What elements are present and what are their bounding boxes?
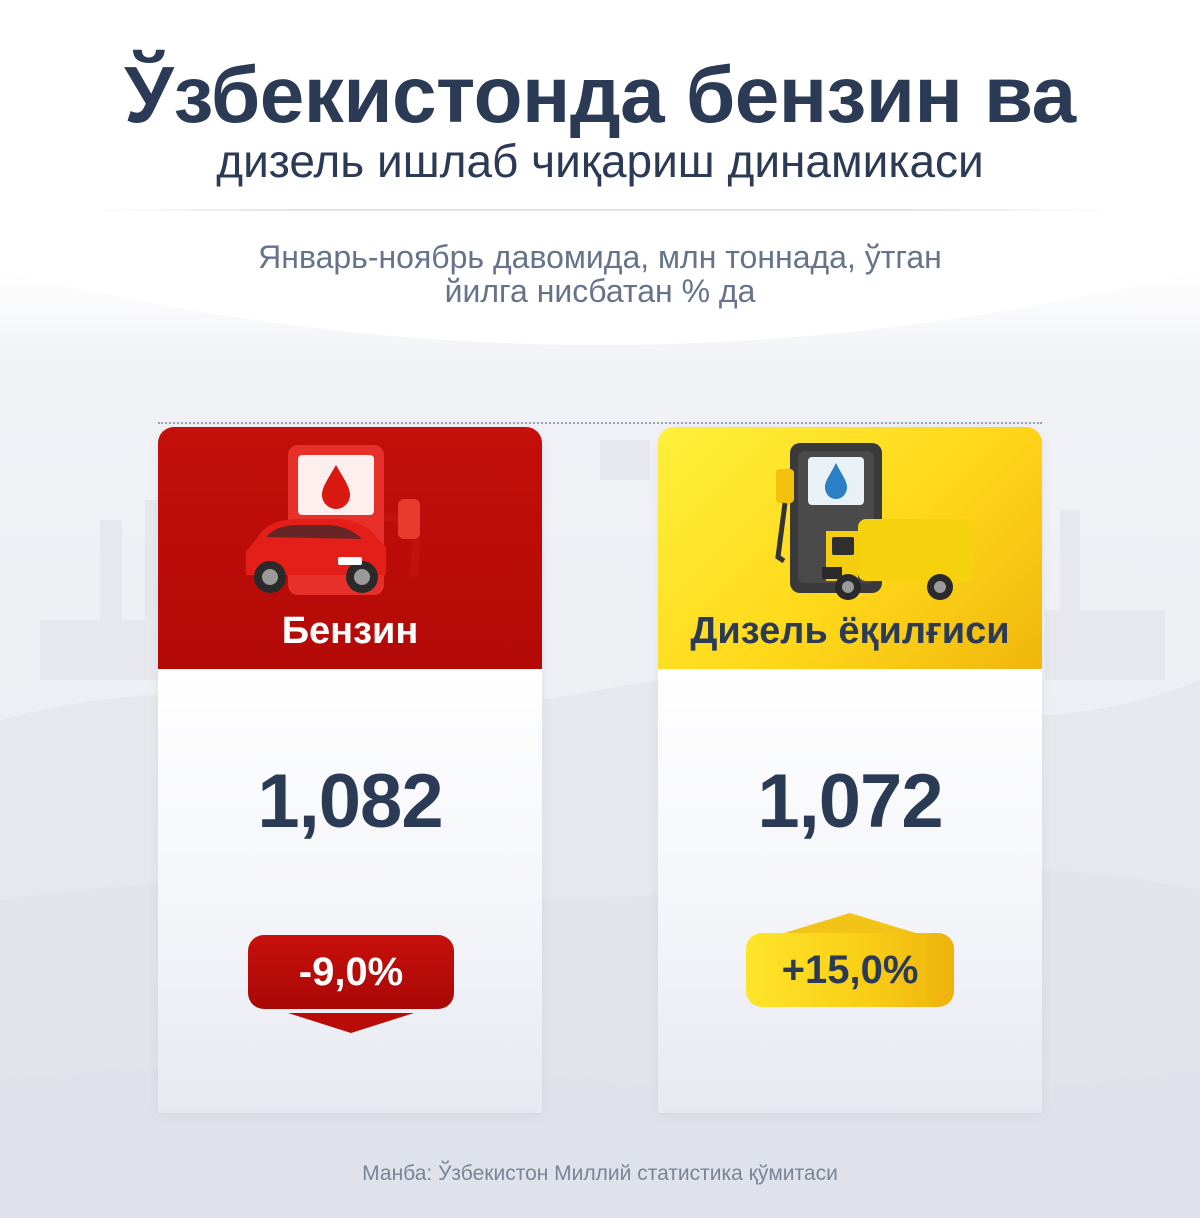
diesel-value: 1,072 [757,759,943,844]
page-title-second-line: дизель ишлаб чиқариш динамикаси [216,135,984,187]
benzin-label: Бензин [281,610,419,652]
diesel-change-badge: +15,0% [746,933,954,1007]
yellow-fuel-pump-and-truck-icon [775,443,974,600]
subtitle-line-2: йилга нисбатан % да [444,273,756,309]
diesel-card-body [658,669,1042,1113]
benzin-change-badge: -9,0% [248,935,454,1009]
source-note: Манба: Ўзбекистон Миллий статистика қўми… [362,1162,838,1185]
page-title: Ўзбекистонда бензин ва [124,50,1076,139]
title-divider [90,209,1110,211]
benzin-value: 1,082 [257,759,443,844]
benzin-card: Бензин 1,082 -9,0% [158,427,542,1113]
benzin-change-value: -9,0% [298,949,404,994]
benzin-card-header: Бензин [158,427,542,669]
diesel-change-value: +15,0% [781,947,919,992]
red-fuel-pump-and-car-icon [246,445,421,595]
arrow-up-icon [784,913,916,933]
subtitle-line-1: Январь-ноябрь давомида, млн тоннада, ўтг… [258,239,942,275]
subtitle: Январь-ноябрь давомида, млн тоннада, ўтг… [200,240,1000,308]
diesel-card: Дизель ёқилғиси 1,072 +15,0% [658,427,1042,1113]
diesel-card-header: Дизель ёқилғиси [658,427,1042,669]
arrow-down-icon [288,1013,414,1033]
diesel-label: Дизель ёқилғиси [690,610,1010,652]
benzin-card-body [158,669,542,1113]
dotted-divider [158,422,1042,424]
